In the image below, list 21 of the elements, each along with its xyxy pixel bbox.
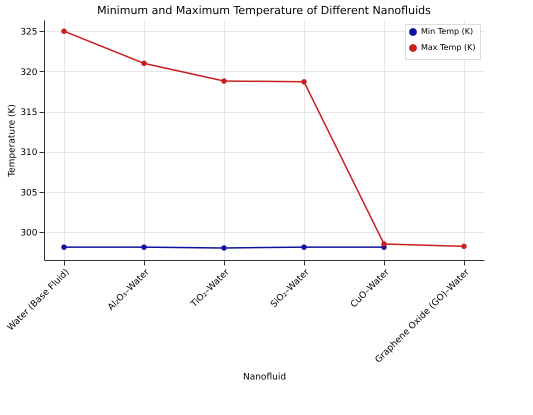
point <box>221 78 227 84</box>
chart-title: Minimum and Maximum Temperature of Different Nanofluids <box>97 4 432 17</box>
y-tick-label: 320 <box>20 68 38 78</box>
point <box>381 241 387 247</box>
legend-label: Max Temp (K) <box>421 43 476 52</box>
point <box>301 79 307 85</box>
legend-label: Min Temp (K) <box>421 27 474 36</box>
y-tick-label: 310 <box>20 148 38 158</box>
point <box>61 244 67 250</box>
x-axis-title: Nanofluid <box>242 372 286 383</box>
y-tick-label: 325 <box>20 28 38 38</box>
point <box>61 28 67 34</box>
point <box>301 244 307 250</box>
y-tick-label: 305 <box>20 188 38 198</box>
y-tick-label: 300 <box>20 228 38 238</box>
y-axis-title: Temperature (K) <box>7 104 18 178</box>
point <box>141 60 147 66</box>
point <box>461 244 467 250</box>
y-tick-label: 315 <box>20 108 38 118</box>
point <box>221 245 227 251</box>
point <box>141 244 147 250</box>
